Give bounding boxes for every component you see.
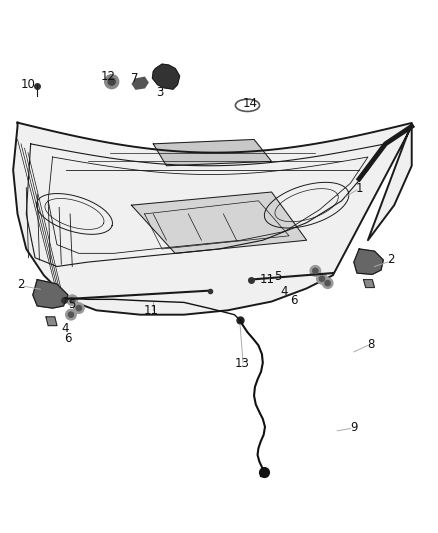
Text: 9: 9: [350, 421, 358, 434]
Text: 7: 7: [131, 71, 139, 85]
Circle shape: [108, 78, 115, 85]
Polygon shape: [260, 472, 267, 476]
Text: 13: 13: [234, 357, 249, 370]
Text: 3: 3: [156, 86, 163, 99]
Text: 6: 6: [290, 294, 298, 307]
Circle shape: [74, 303, 84, 313]
Text: 2: 2: [387, 253, 395, 266]
Circle shape: [70, 297, 75, 303]
Text: 5: 5: [68, 297, 75, 311]
Polygon shape: [153, 140, 272, 166]
Text: 10: 10: [21, 78, 36, 91]
Polygon shape: [13, 123, 412, 314]
Circle shape: [319, 276, 325, 281]
Circle shape: [105, 75, 119, 88]
Polygon shape: [354, 249, 383, 274]
Circle shape: [66, 310, 76, 320]
Circle shape: [76, 305, 81, 311]
Circle shape: [310, 265, 321, 276]
Circle shape: [317, 273, 327, 284]
Text: 11: 11: [143, 304, 158, 317]
Polygon shape: [132, 77, 148, 89]
Text: 4: 4: [280, 285, 288, 298]
Circle shape: [67, 295, 78, 305]
Circle shape: [313, 268, 318, 273]
Circle shape: [325, 280, 330, 286]
Text: 2: 2: [17, 278, 25, 290]
Text: 11: 11: [260, 273, 275, 286]
Polygon shape: [364, 280, 374, 287]
Text: 8: 8: [368, 338, 375, 351]
Polygon shape: [152, 64, 180, 89]
Circle shape: [68, 312, 74, 317]
Circle shape: [322, 278, 333, 288]
Polygon shape: [33, 280, 68, 308]
Text: 12: 12: [101, 70, 116, 83]
Text: 6: 6: [64, 332, 72, 345]
Text: 4: 4: [61, 322, 69, 335]
Text: 5: 5: [275, 270, 282, 282]
Polygon shape: [46, 317, 57, 326]
Text: 1: 1: [355, 182, 363, 195]
Polygon shape: [131, 192, 307, 253]
Text: 14: 14: [243, 97, 258, 110]
